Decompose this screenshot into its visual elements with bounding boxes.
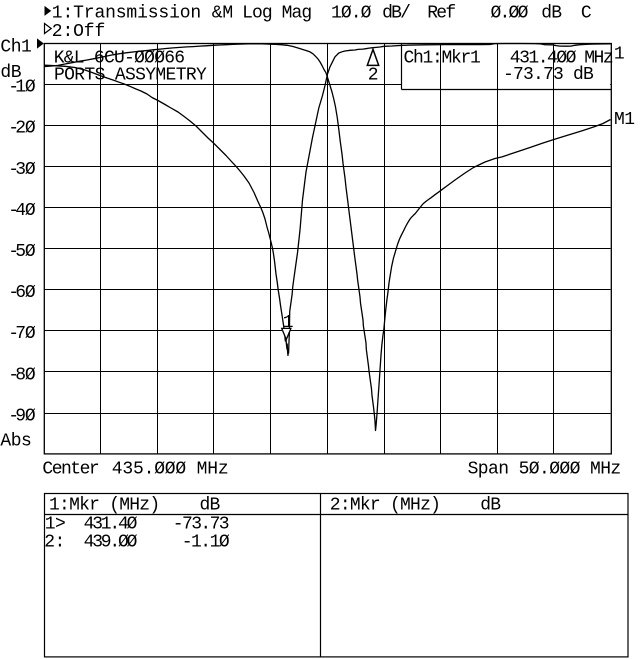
svg-text:dB: dB [541,3,562,23]
svg-text:-73.73 dB: -73.73 dB [503,65,594,85]
svg-text:C: C [581,3,592,23]
svg-text:-8Ø: -8Ø [8,365,36,385]
svg-text:-1Ø: -1Ø [8,78,36,98]
svg-text:-9Ø: -9Ø [8,406,36,426]
svg-text:-7Ø: -7Ø [8,324,36,344]
svg-text:2:Mkr (MHz) dB: 2:Mkr (MHz) dB [330,495,502,515]
svg-text:431.4Ø: 431.4Ø [84,514,138,534]
svg-text:1:Transmission &M: 1:Transmission &M [52,3,233,23]
svg-text:2: 2 [368,66,379,86]
svg-text:Abs: Abs [0,432,31,452]
svg-text:K&L 6CU-ØØØ66: K&L 6CU-ØØØ66 [54,48,185,68]
svg-text:dB/ Ref Ø.ØØ: dB/ Ref Ø.ØØ [382,3,528,23]
svg-text:1:Mkr (MHz) dB: 1:Mkr (MHz) dB [49,495,221,515]
svg-text:Span 5Ø.ØØØ MHz: Span 5Ø.ØØØ MHz [468,459,621,479]
svg-text:Ch1:Mkr1: Ch1:Mkr1 [404,49,481,69]
svg-text:439.ØØ: 439.ØØ [84,533,138,553]
svg-text:-6Ø: -6Ø [8,283,36,303]
svg-text:Ch1: Ch1 [0,38,31,58]
svg-text:-73.73: -73.73 [173,514,229,534]
svg-text:M1: M1 [614,110,635,130]
svg-text:1: 1 [614,44,625,64]
svg-text:1>: 1> [45,515,65,535]
svg-text:Log Mag 1Ø.Ø: Log Mag 1Ø.Ø [242,3,372,23]
svg-text:-2Ø: -2Ø [8,119,36,139]
svg-text:2:Off: 2:Off [52,22,105,42]
svg-text:-4Ø: -4Ø [8,201,36,221]
svg-text:PORTS ASSYMETRY: PORTS ASSYMETRY [54,65,207,85]
svg-text:431.4ØØ MHz: 431.4ØØ MHz [510,49,613,69]
svg-text:1: 1 [283,313,294,333]
svg-text:2:: 2: [44,533,64,553]
svg-text:-3Ø: -3Ø [8,160,36,180]
svg-text:-1.1Ø: -1.1Ø [182,533,230,553]
svg-text:Center: Center [42,459,99,479]
svg-text:-5Ø: -5Ø [8,242,36,262]
svg-text:435.ØØØ MHz: 435.ØØØ MHz [112,459,229,479]
svg-text:dB: dB [0,63,21,83]
